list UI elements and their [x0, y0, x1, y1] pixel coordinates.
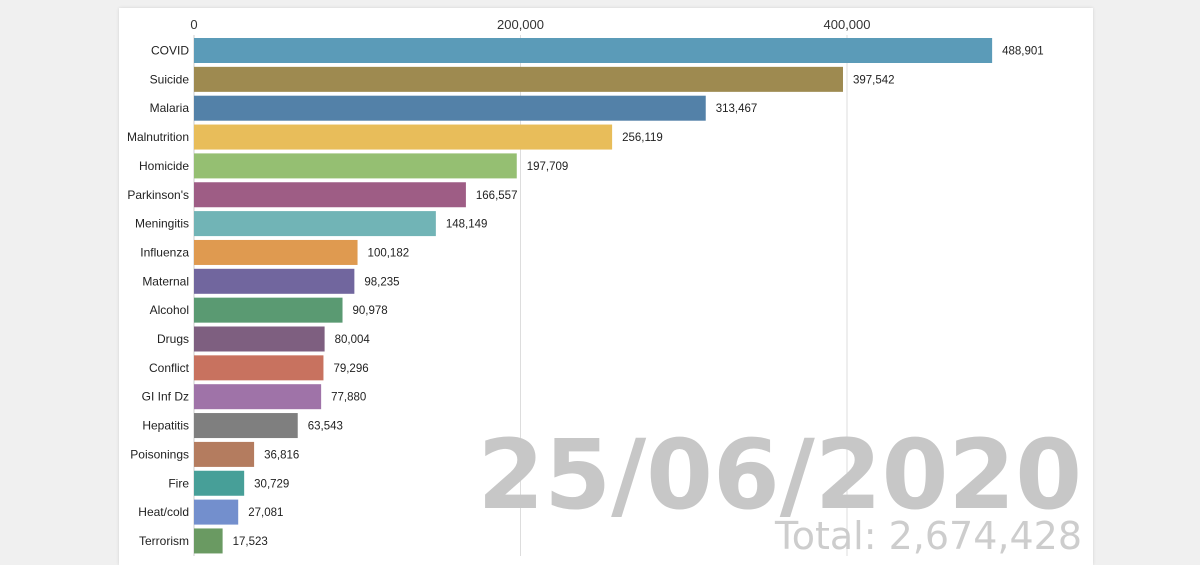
- bars-layer: COVID 488,901 Suicide 397,542 Malaria 313,467…: [127, 38, 1044, 554]
- value-label: 313,467: [716, 103, 758, 115]
- bar-parkinson-s: [194, 182, 466, 208]
- value-label: 256,119: [622, 132, 663, 144]
- value-label: 100,182: [368, 247, 410, 259]
- grid-layer: 0 200,000 400,000: [190, 17, 871, 556]
- category-label: Maternal: [142, 274, 189, 288]
- category-label: Homicide: [139, 159, 189, 173]
- bar-homicide: [194, 153, 517, 179]
- bar-influenza: [194, 239, 358, 265]
- category-label: Influenza: [140, 245, 189, 259]
- category-label: GI Inf Dz: [142, 390, 189, 404]
- value-label: 63,543: [308, 421, 343, 433]
- bar-chart: 0 200,000 400,000 COVID 488,901 Suicide 397,5…: [127, 17, 1083, 558]
- category-label: COVID: [151, 44, 189, 58]
- bar-poisonings: [194, 441, 255, 467]
- value-label: 79,296: [333, 363, 368, 375]
- value-label: 77,880: [331, 392, 366, 404]
- bar-heat-cold: [194, 499, 239, 525]
- category-label: Suicide: [150, 72, 190, 86]
- category-label: Meningitis: [135, 217, 189, 231]
- value-label: 30,729: [254, 478, 289, 490]
- category-label: Fire: [168, 476, 189, 490]
- value-label: 488,901: [1002, 46, 1044, 58]
- category-label: Malaria: [150, 101, 190, 115]
- x-tick-label: 0: [190, 17, 197, 32]
- total-display: Total: 2,674,428: [774, 514, 1082, 558]
- bar-suicide: [194, 66, 843, 92]
- date-display: 25/06/2020: [478, 419, 1083, 531]
- bar-maternal: [194, 268, 355, 294]
- bar-meningitis: [194, 211, 436, 237]
- value-label: 148,149: [446, 219, 488, 231]
- value-label: 397,542: [853, 74, 895, 86]
- chart-panel: 0 200,000 400,000 COVID 488,901 Suicide 397,5…: [119, 8, 1093, 565]
- value-label: 80,004: [335, 334, 371, 346]
- category-label: Alcohol: [150, 303, 189, 317]
- value-label: 17,523: [233, 536, 268, 548]
- category-label: Poisonings: [130, 447, 189, 461]
- value-label: 166,557: [476, 190, 518, 202]
- bar-drugs: [194, 326, 325, 352]
- bar-alcohol: [194, 297, 343, 323]
- category-label: Malnutrition: [127, 130, 189, 144]
- category-label: Heat/cold: [138, 505, 189, 519]
- bar-malaria: [194, 95, 706, 121]
- x-tick-label: 200,000: [497, 17, 544, 32]
- value-label: 98,235: [364, 276, 399, 288]
- category-label: Parkinson's: [127, 188, 189, 202]
- bar-gi-inf-dz: [194, 384, 322, 410]
- value-label: 36,816: [264, 449, 299, 461]
- bar-terrorism: [194, 528, 223, 554]
- value-label: 197,709: [527, 161, 569, 173]
- value-label: 90,978: [353, 305, 388, 317]
- category-label: Conflict: [149, 361, 190, 375]
- category-label: Drugs: [157, 332, 189, 346]
- bar-hepatitis: [194, 413, 298, 439]
- bar-conflict: [194, 355, 324, 381]
- category-label: Hepatitis: [142, 419, 189, 433]
- x-tick-label: 400,000: [824, 17, 871, 32]
- bar-malnutrition: [194, 124, 613, 150]
- bar-covid: [194, 38, 993, 63]
- value-label: 27,081: [248, 507, 283, 519]
- category-label: Terrorism: [139, 534, 189, 548]
- bar-fire: [194, 470, 245, 496]
